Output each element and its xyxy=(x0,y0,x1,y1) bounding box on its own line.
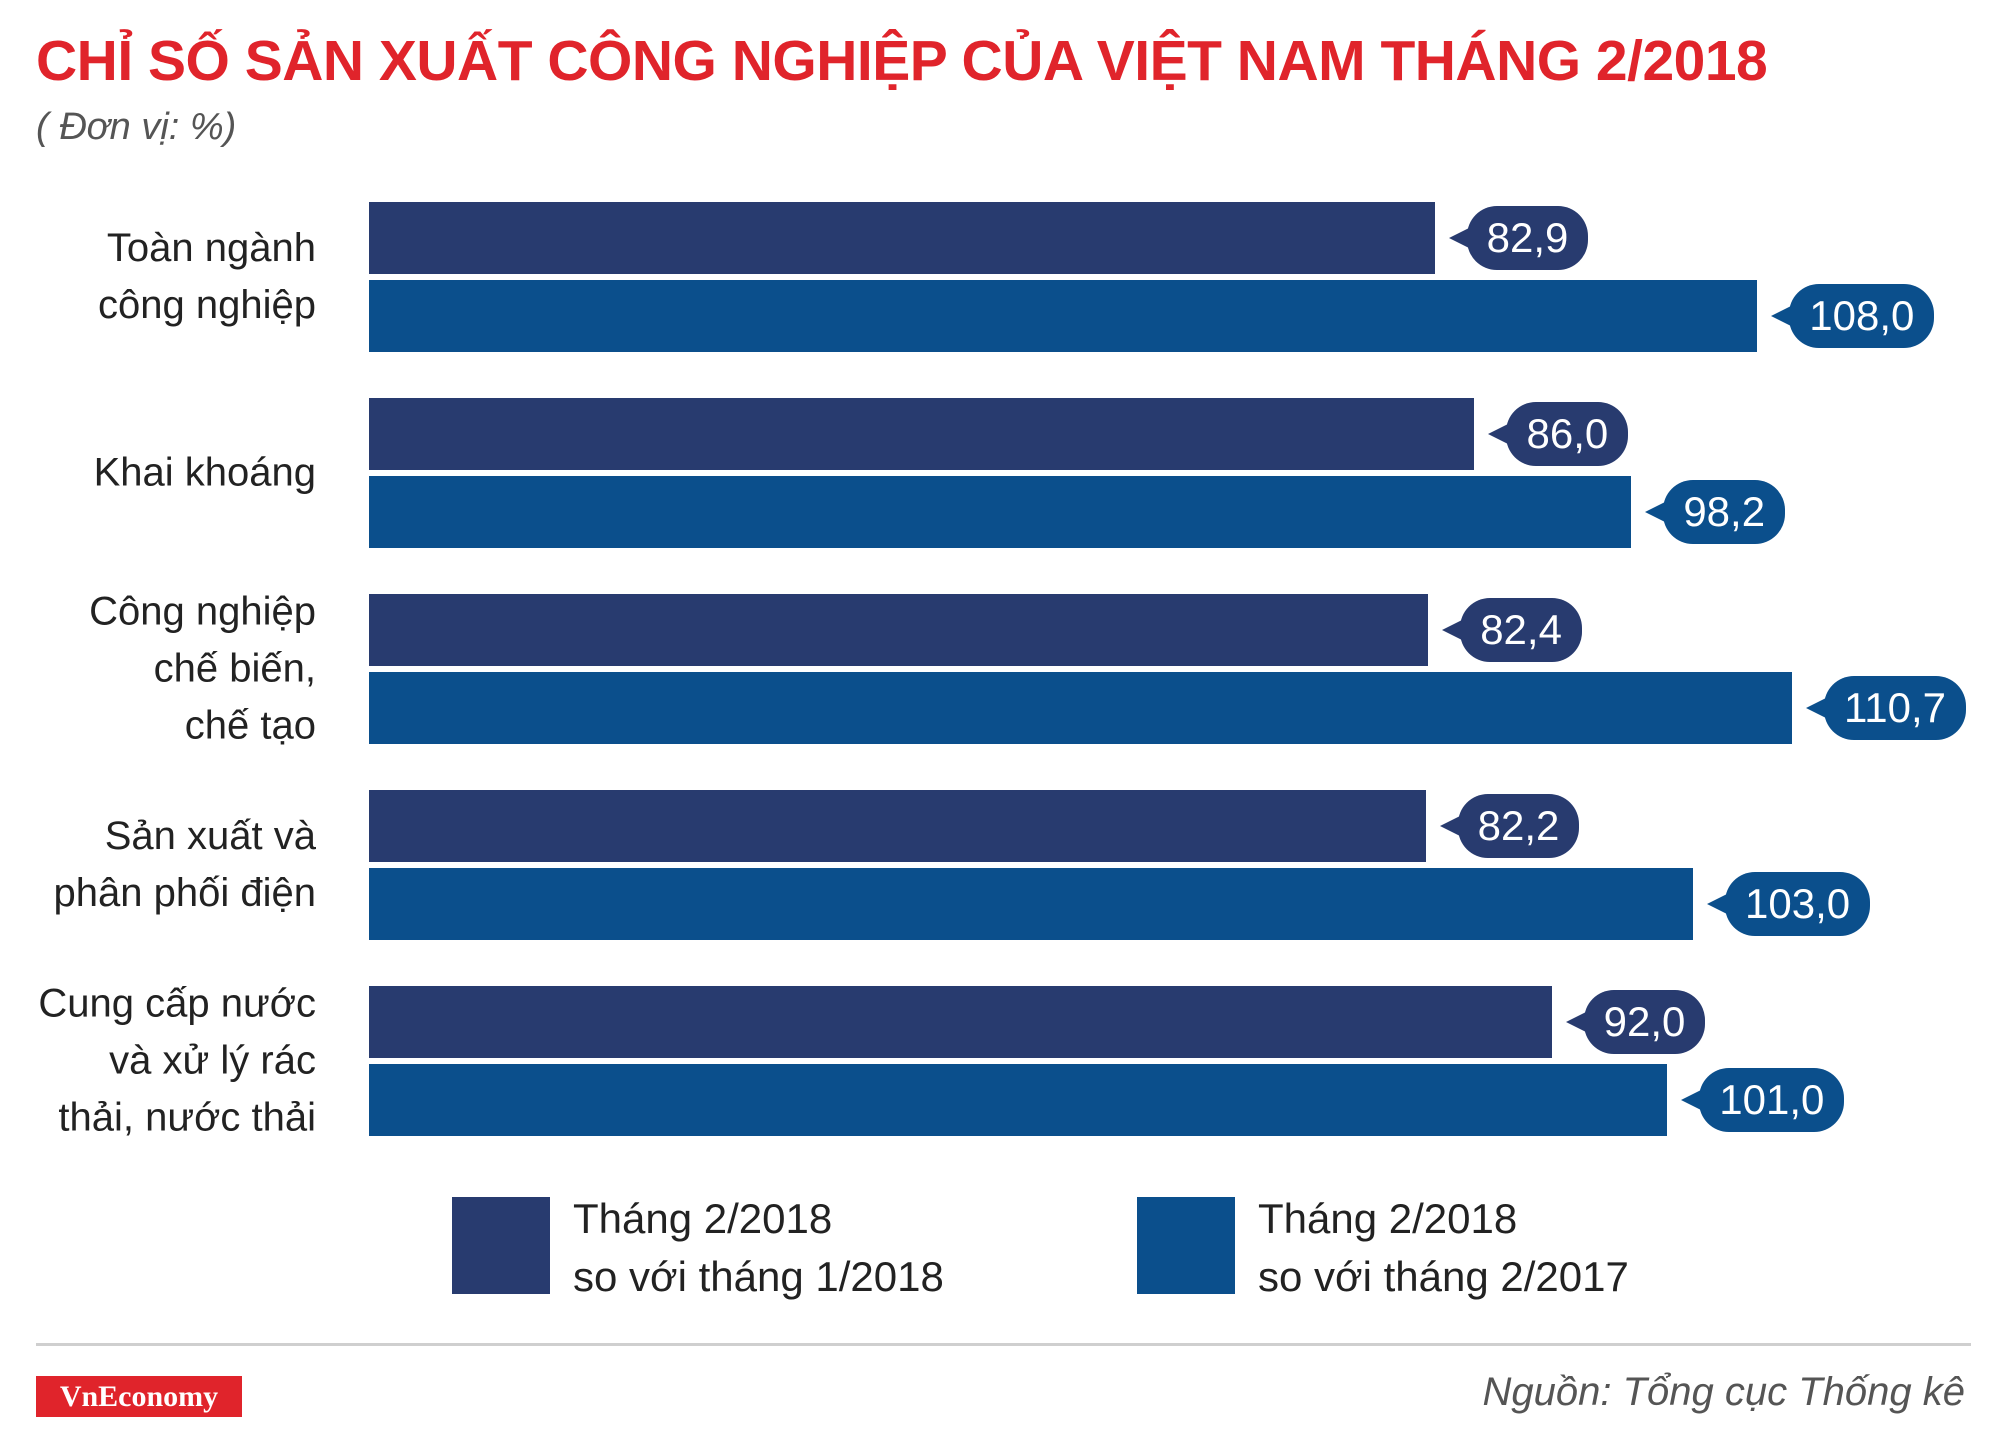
bar xyxy=(369,790,1426,862)
value-label: 86,0 xyxy=(1488,402,1629,466)
bar xyxy=(369,986,1552,1058)
brand-logo: VnEconomy xyxy=(36,1376,242,1417)
value-label: 98,2 xyxy=(1645,480,1786,544)
category-label: Cung cấp nước và xử lý rác thải, nước th… xyxy=(38,981,316,1140)
bar xyxy=(369,672,1792,744)
value-label: 82,9 xyxy=(1448,206,1589,270)
bar xyxy=(369,594,1429,666)
value-label: 101,0 xyxy=(1681,1068,1845,1132)
bar xyxy=(369,1064,1668,1136)
value-label: 108,0 xyxy=(1771,284,1935,348)
category-label: Khai khoáng xyxy=(93,450,316,495)
category-label: Công nghiệp chế biến, chế tạo xyxy=(89,589,316,748)
source-note: Nguồn: Tổng cục Thống kê xyxy=(1482,1370,1965,1414)
category-label: Toàn ngành công nghiệp xyxy=(98,226,316,327)
legend-swatch xyxy=(1137,1197,1235,1294)
divider xyxy=(36,1343,1971,1346)
value-label: 103,0 xyxy=(1707,872,1871,936)
chart-title: CHỈ SỐ SẢN XUẤT CÔNG NGHIỆP CỦA VIỆT NAM… xyxy=(36,29,1768,93)
bar xyxy=(369,280,1758,352)
legend-label: Tháng 2/2018 so với tháng 2/2017 xyxy=(1258,1195,1629,1300)
value-label: 92,0 xyxy=(1565,990,1706,1054)
value-label: 82,2 xyxy=(1439,794,1580,858)
value-label: 110,7 xyxy=(1806,676,1966,740)
legend-label: Tháng 2/2018 so với tháng 1/2018 xyxy=(573,1195,944,1300)
chart-subtitle: ( Đơn vị: %) xyxy=(36,106,237,148)
legend-swatch xyxy=(452,1197,550,1294)
bar xyxy=(369,398,1475,470)
bar xyxy=(369,868,1694,940)
category-label: Sản xuất và phân phối điện xyxy=(53,814,316,915)
bar xyxy=(369,476,1632,548)
value-label: 82,4 xyxy=(1442,598,1582,662)
bar xyxy=(369,202,1435,274)
